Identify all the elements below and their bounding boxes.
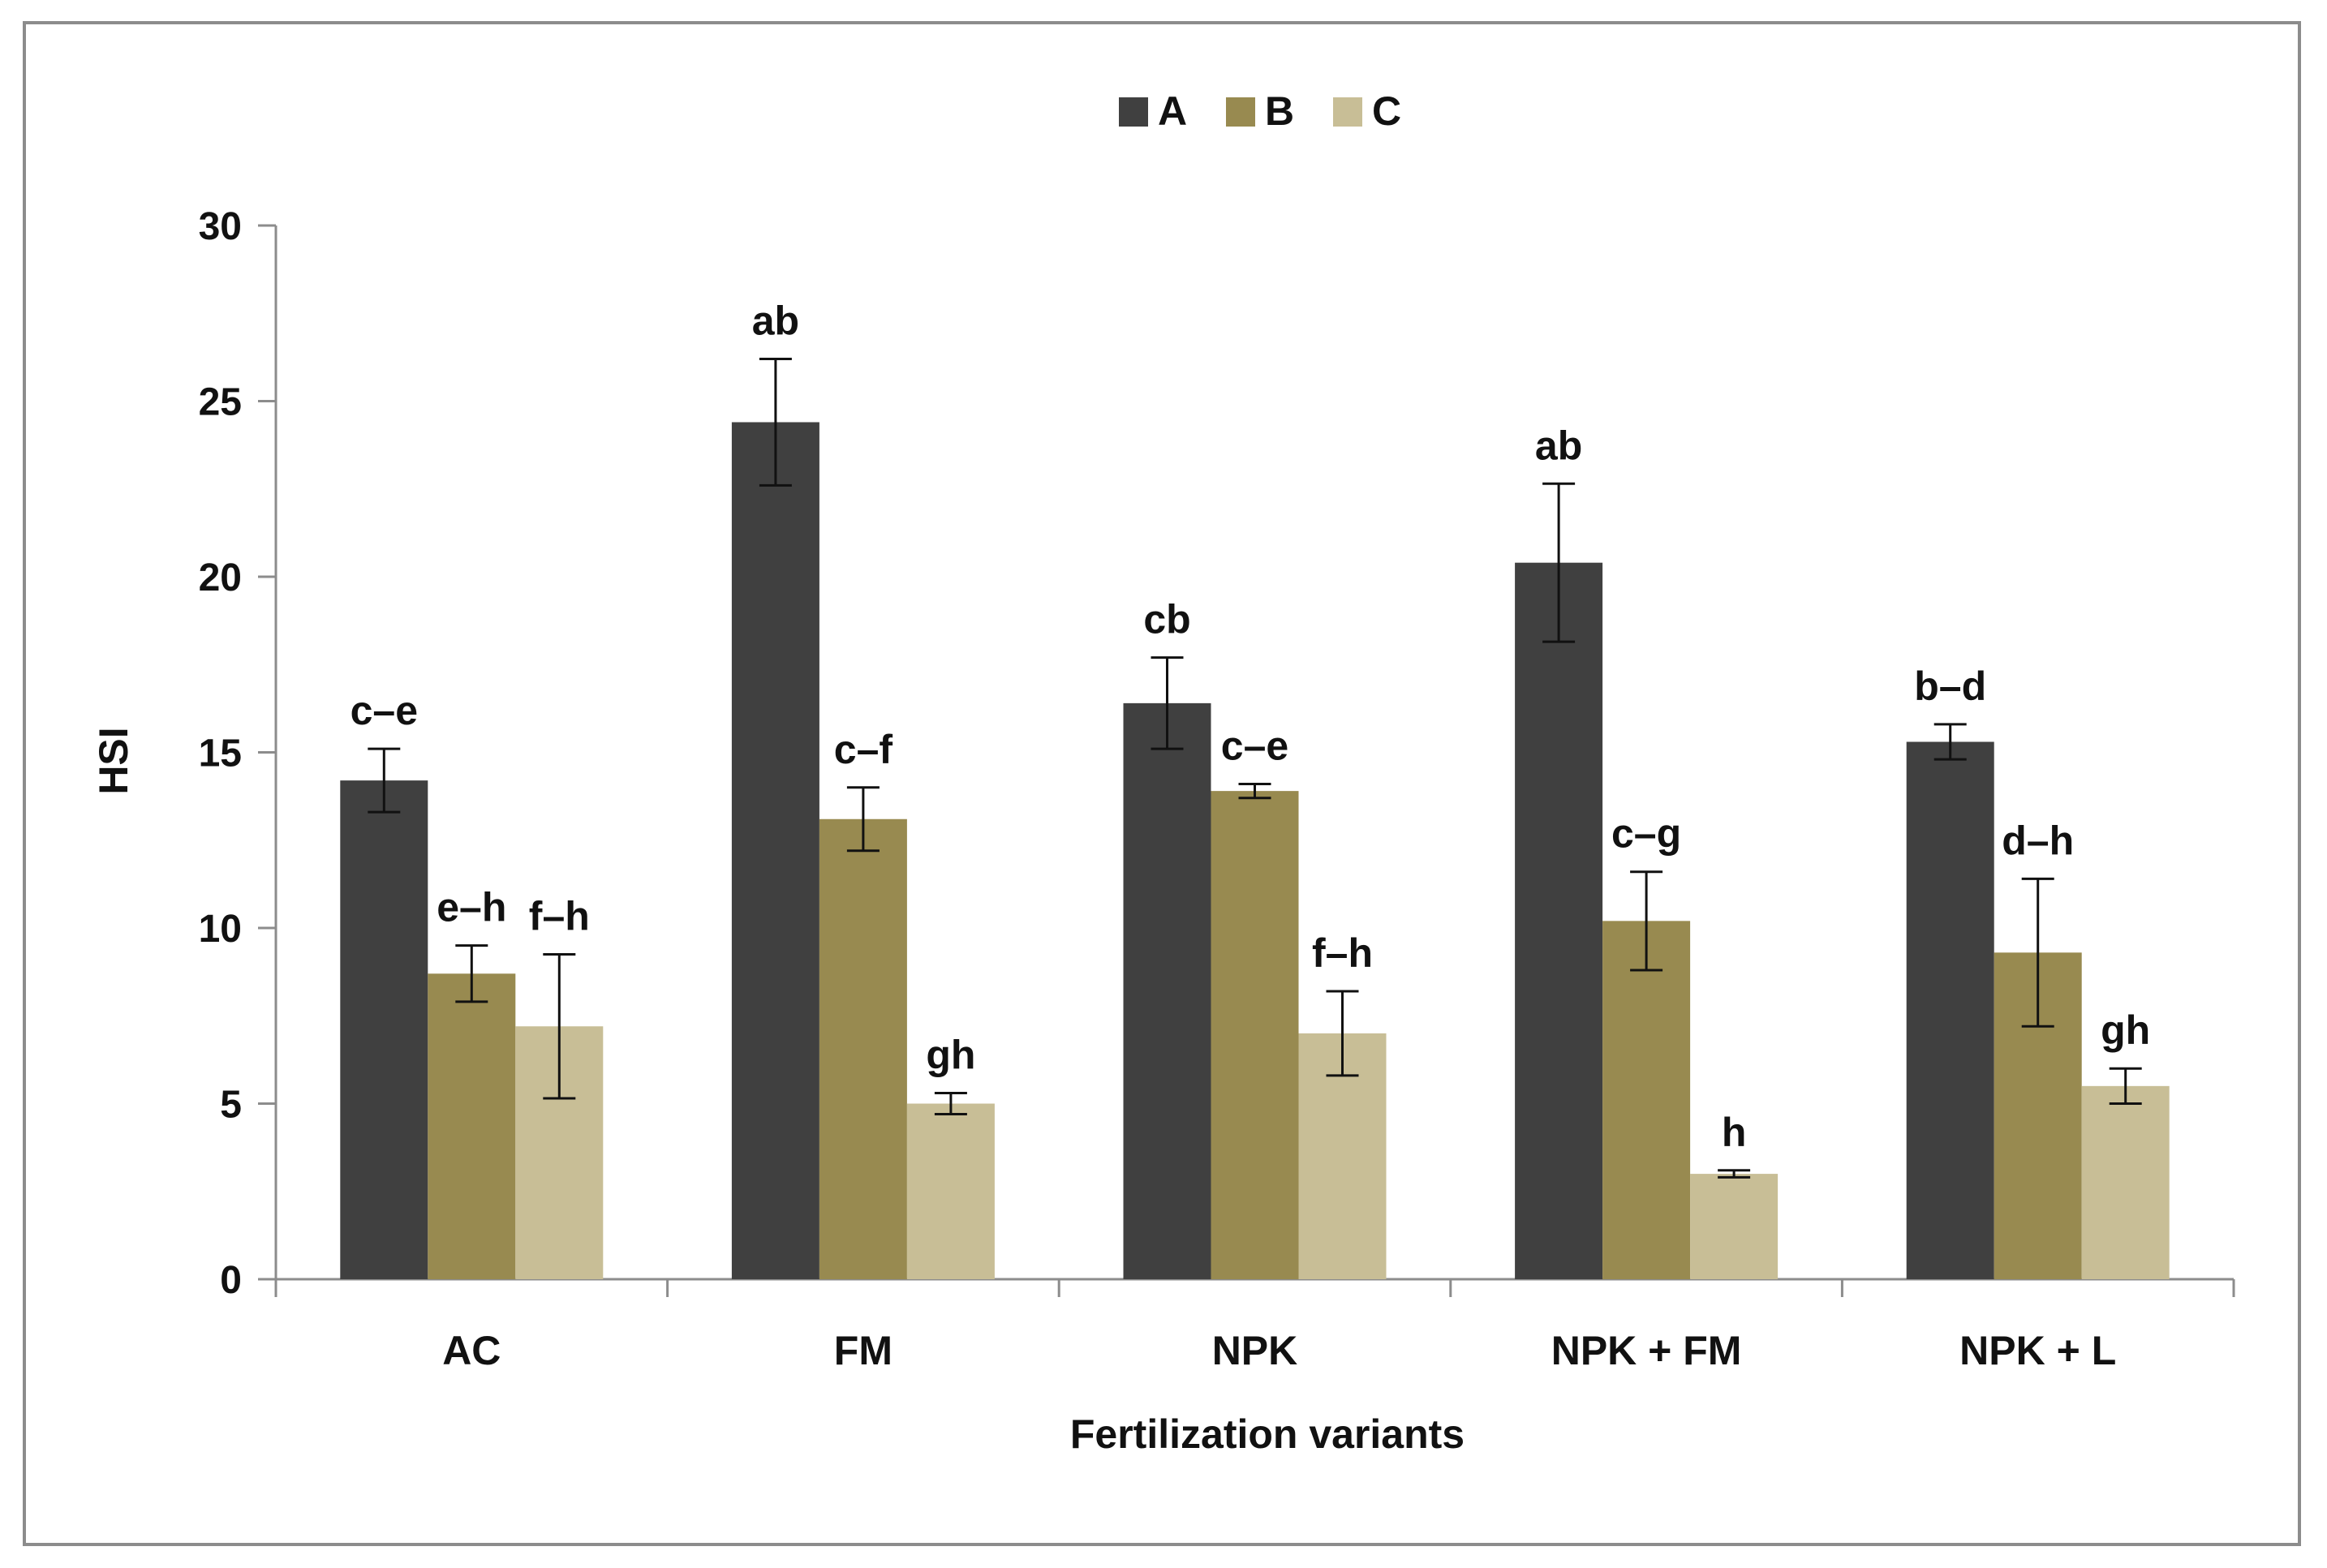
legend-label-b: B xyxy=(1265,88,1294,134)
legend-label-c: C xyxy=(1372,88,1401,134)
y-tick-label-5: 5 xyxy=(220,1084,242,1127)
bar-b-1 xyxy=(819,818,907,1279)
x-tick-label-npk: NPK xyxy=(1212,1328,1298,1373)
significance-label: f–h xyxy=(1312,930,1373,976)
bar-a-2 xyxy=(1123,702,1211,1279)
bars: c–e e–h f–h ab c–f gh cb c–e f–h ab c–g h b–d d–h gh xyxy=(340,299,2170,1279)
bar-c-1 xyxy=(906,1103,995,1279)
significance-label: ab xyxy=(1535,423,1582,468)
bar-c-3 xyxy=(1690,1174,1779,1279)
significance-label: c–g xyxy=(1611,811,1681,857)
significance-label: f–h xyxy=(529,893,590,939)
x-axis-title: Fertilization variants xyxy=(1070,1411,1465,1457)
significance-label: c–e xyxy=(351,688,418,733)
bar-a-3 xyxy=(1515,562,1603,1279)
bar-a-1 xyxy=(731,422,819,1279)
y-tick-label-30: 30 xyxy=(199,205,242,248)
significance-label: e–h xyxy=(437,885,506,930)
legend-label-a: A xyxy=(1158,88,1187,134)
y-tick-label-10: 10 xyxy=(199,908,242,951)
legend: A B C xyxy=(1119,88,1401,134)
x-tick-label-npk-l: NPK + L xyxy=(1959,1328,2116,1373)
x-tick-label-fm: FM xyxy=(834,1328,893,1373)
significance-label: h xyxy=(1722,1110,1747,1155)
x-tick-label-ac: AC xyxy=(442,1328,501,1373)
y-axis: 0 5 10 15 20 25 30 xyxy=(199,205,277,1302)
x-axis: AC FM NPK NPK + FM NPK + L xyxy=(274,1278,2235,1373)
y-tick-label-0: 0 xyxy=(220,1259,242,1302)
significance-label: b–d xyxy=(1914,664,1986,709)
y-tick-label-20: 20 xyxy=(199,556,242,599)
y-axis-title: HSI xyxy=(91,727,136,794)
significance-label: gh xyxy=(2101,1007,2150,1053)
x-tick-label-npk-fm: NPK + FM xyxy=(1551,1328,1742,1373)
y-tick-label-25: 25 xyxy=(199,381,242,424)
significance-label: cb xyxy=(1143,597,1190,642)
bar-b-0 xyxy=(428,973,516,1279)
significance-label: c–e xyxy=(1221,723,1288,768)
legend-swatch-b xyxy=(1226,97,1255,127)
legend-swatch-c xyxy=(1333,97,1362,127)
significance-label: gh xyxy=(926,1033,975,1078)
significance-label: ab xyxy=(752,299,799,344)
significance-label: c–f xyxy=(834,727,893,772)
legend-swatch-a xyxy=(1119,97,1148,127)
bar-b-3 xyxy=(1602,921,1691,1279)
bar-c-4 xyxy=(2081,1085,2170,1279)
bar-a-4 xyxy=(1906,741,1994,1279)
bar-a-0 xyxy=(340,780,428,1279)
bar-b-2 xyxy=(1211,791,1299,1279)
significance-label: d–h xyxy=(2002,818,2074,863)
y-tick-label-15: 15 xyxy=(199,732,242,775)
